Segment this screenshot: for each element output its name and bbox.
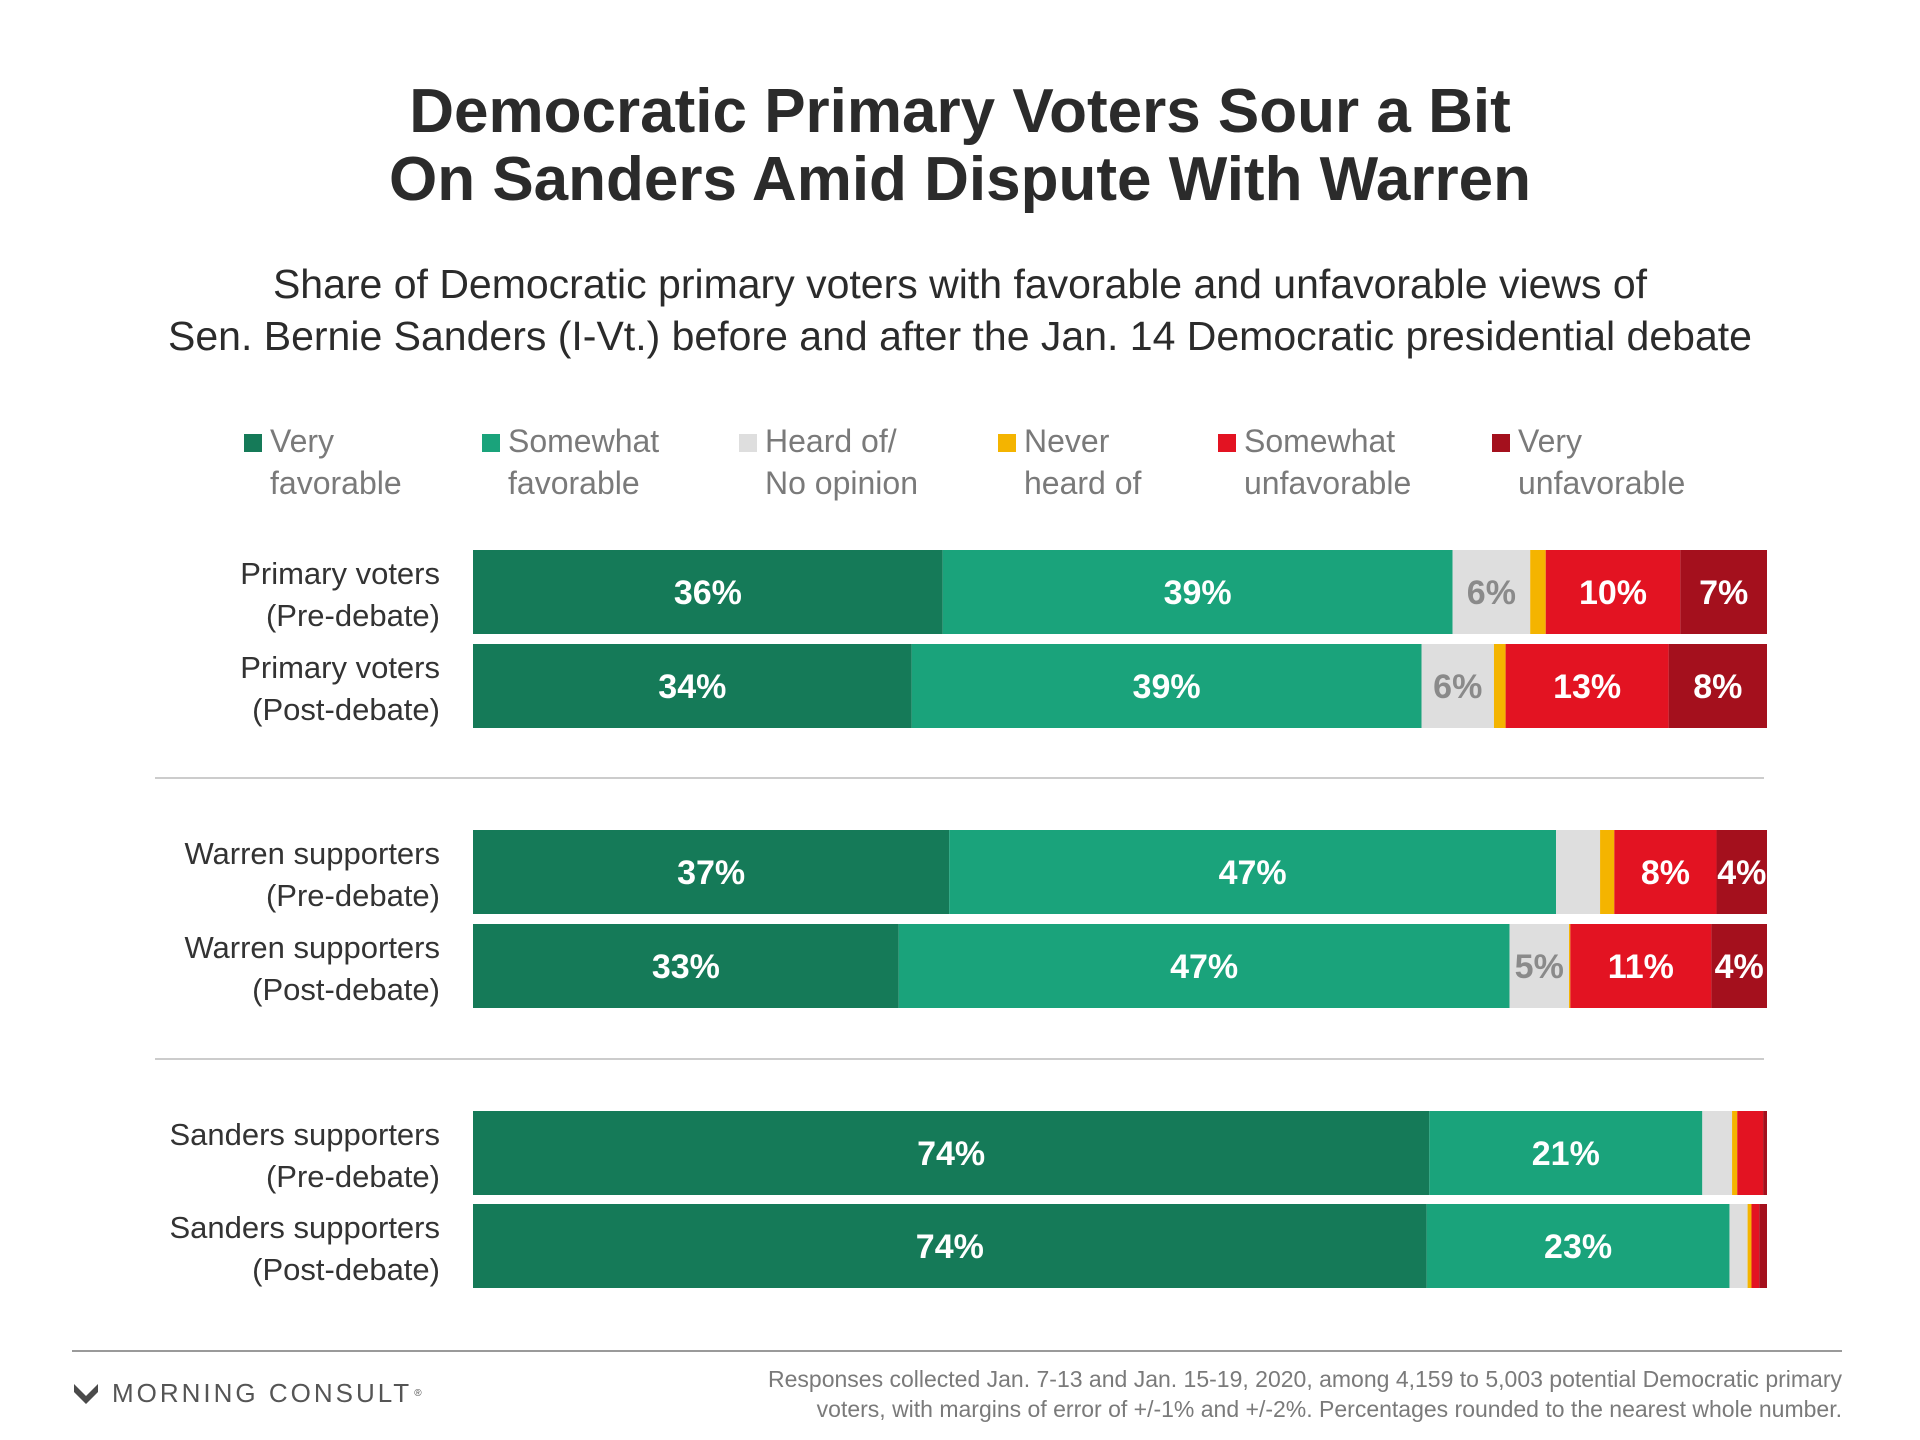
row-label: (Post-debate) bbox=[252, 692, 440, 727]
row-label: Sanders supporters bbox=[169, 1117, 440, 1152]
methodology-note: Responses collected Jan. 7-13 and Jan. 1… bbox=[642, 1364, 1842, 1424]
data-label: 8% bbox=[1693, 668, 1742, 706]
data-label: 6% bbox=[1433, 668, 1482, 706]
bar-segment-never-heard-of bbox=[1569, 924, 1570, 1008]
bar-segment-never-heard-of bbox=[1530, 550, 1546, 634]
morning-consult-logo-icon bbox=[72, 1380, 100, 1408]
row-label: Sanders supporters bbox=[169, 1210, 440, 1245]
data-label: 74% bbox=[916, 1228, 984, 1266]
logo-trademark: ® bbox=[414, 1388, 421, 1399]
bar-segment-very-unfavorable bbox=[1763, 1111, 1767, 1195]
bar-segment-never-heard-of bbox=[1748, 1204, 1752, 1288]
data-label: 11% bbox=[1608, 948, 1674, 986]
data-label: 47% bbox=[1170, 948, 1238, 986]
row-label: (Pre-debate) bbox=[266, 598, 440, 633]
morning-consult-logo-text: MORNING CONSULT bbox=[112, 1378, 412, 1409]
data-label: 10% bbox=[1579, 574, 1647, 612]
bar-segment-heard-of-no-opinion bbox=[1729, 1204, 1747, 1288]
methodology-note-line-1: Responses collected Jan. 7-13 and Jan. 1… bbox=[642, 1364, 1842, 1394]
bar-segment-somewhat-unfavorable bbox=[1751, 1204, 1759, 1288]
data-label: 6% bbox=[1467, 574, 1516, 612]
row-label: Warren supporters bbox=[184, 836, 440, 871]
bar-segment-never-heard-of bbox=[1600, 830, 1614, 914]
data-label: 4% bbox=[1717, 854, 1766, 892]
row-label: Primary voters bbox=[240, 556, 440, 591]
data-label: 7% bbox=[1699, 574, 1748, 612]
bar-segment-never-heard-of bbox=[1732, 1111, 1737, 1195]
row-label: (Post-debate) bbox=[252, 1252, 440, 1287]
bar-segment-very-unfavorable bbox=[1759, 1204, 1767, 1288]
data-label: 8% bbox=[1641, 854, 1690, 892]
data-label: 33% bbox=[652, 948, 720, 986]
methodology-note-line-2: voters, with margins of error of +/-1% a… bbox=[642, 1394, 1842, 1424]
bar-segment-heard-of-no-opinion bbox=[1702, 1111, 1732, 1195]
row-label: (Pre-debate) bbox=[266, 1159, 440, 1194]
row-label: (Pre-debate) bbox=[266, 878, 440, 913]
data-label: 13% bbox=[1553, 668, 1621, 706]
data-label: 39% bbox=[1164, 574, 1232, 612]
data-label: 34% bbox=[658, 668, 726, 706]
data-label: 5% bbox=[1515, 948, 1564, 986]
data-label: 21% bbox=[1532, 1135, 1600, 1173]
data-label: 39% bbox=[1133, 668, 1201, 706]
bar-segment-heard-of-no-opinion bbox=[1556, 830, 1600, 914]
row-label: (Post-debate) bbox=[252, 972, 440, 1007]
stacked-bar-chart: Primary voters (Pre-debate) 36% 39% 6% 10% 7% P… bbox=[0, 0, 1920, 1440]
data-label: 47% bbox=[1219, 854, 1287, 892]
bar-segment-somewhat-unfavorable bbox=[1737, 1111, 1763, 1195]
footer-divider bbox=[72, 1350, 1842, 1352]
data-label: 23% bbox=[1544, 1228, 1612, 1266]
data-label: 36% bbox=[674, 574, 742, 612]
bar-segment-never-heard-of bbox=[1494, 644, 1506, 728]
data-label: 37% bbox=[677, 854, 745, 892]
row-label: Primary voters bbox=[240, 650, 440, 685]
data-label: 4% bbox=[1715, 948, 1764, 986]
data-label: 74% bbox=[917, 1135, 985, 1173]
morning-consult-logo: MORNING CONSULT ® bbox=[72, 1378, 422, 1409]
row-label: Warren supporters bbox=[184, 930, 440, 965]
